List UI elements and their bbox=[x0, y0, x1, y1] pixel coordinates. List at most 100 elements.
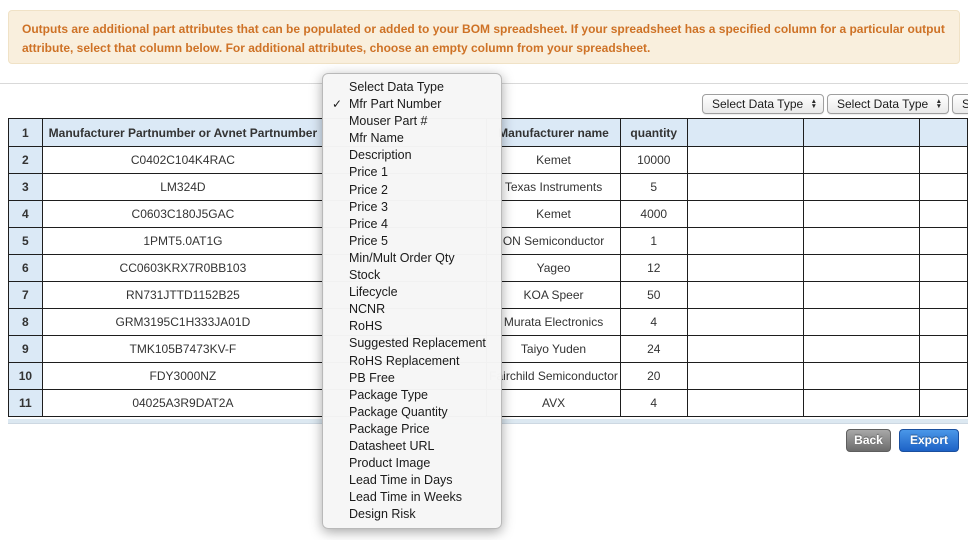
part-number-cell: C0402C104K4RAC bbox=[41, 146, 325, 174]
qty-cell: 4000 bbox=[619, 200, 688, 228]
qty-cell: 10000 bbox=[619, 146, 688, 174]
menu-item-selected[interactable]: ✓ Mfr Part Number bbox=[323, 96, 501, 113]
menu-item[interactable]: Suggested Replacement bbox=[349, 336, 486, 351]
empty-cell bbox=[918, 362, 968, 390]
mfr-name-cell: KOA Speer bbox=[486, 281, 621, 309]
qty-cell: 5 bbox=[619, 173, 688, 201]
menu-item[interactable]: Stock bbox=[349, 268, 381, 283]
mfr-name-cell: Murata Electronics bbox=[486, 308, 621, 336]
empty-cell bbox=[802, 146, 920, 174]
menu-item[interactable]: PB Free bbox=[349, 370, 395, 385]
qty-cell: 50 bbox=[619, 281, 688, 309]
row-number-cell: 1 bbox=[8, 118, 43, 147]
menu-item[interactable]: Design Risk bbox=[349, 507, 416, 522]
empty-cell bbox=[918, 227, 968, 255]
empty-cell bbox=[918, 173, 968, 201]
menu-item[interactable]: RoHS bbox=[349, 319, 383, 334]
menu-item[interactable]: Price 4 bbox=[349, 216, 388, 231]
menu-item[interactable]: Price 3 bbox=[349, 199, 388, 214]
part-column-header: Manufacturer Partnumber or Avnet Partnum… bbox=[41, 118, 325, 147]
empty-cell bbox=[802, 200, 920, 228]
empty-cell bbox=[802, 281, 920, 309]
row-number-cell: 2 bbox=[8, 146, 43, 174]
menu-item[interactable]: Mouser Part # bbox=[349, 114, 428, 129]
menu-item[interactable]: RoHS Replacement bbox=[349, 353, 460, 368]
part-number-cell: LM324D bbox=[41, 173, 325, 201]
part-number-cell: C0603C180J5GAC bbox=[41, 200, 325, 228]
empty-cell bbox=[918, 254, 968, 282]
qty-cell: 24 bbox=[619, 335, 688, 363]
menu-item[interactable]: Min/Mult Order Qty bbox=[349, 250, 455, 265]
menu-item[interactable]: Datasheet URL bbox=[349, 438, 435, 453]
empty-cell bbox=[686, 281, 804, 309]
mfr-name-cell: AVX bbox=[486, 389, 621, 417]
output-column-select-3[interactable]: Se ▲▼ bbox=[952, 94, 968, 114]
menu-item[interactable]: Product Image bbox=[349, 456, 431, 471]
empty-cell bbox=[802, 227, 920, 255]
empty-cell bbox=[686, 200, 804, 228]
export-button[interactable]: Export bbox=[899, 429, 959, 452]
qty-cell: 12 bbox=[619, 254, 688, 282]
part-number-cell: TMK105B7473KV-F bbox=[41, 335, 325, 363]
menu-item[interactable]: Price 2 bbox=[349, 182, 388, 197]
table-row: 8 GRM3195C1H333JA01D Murata Electronics … bbox=[8, 308, 968, 336]
info-banner: Outputs are additional part attributes t… bbox=[8, 10, 960, 64]
row-number-cell: 6 bbox=[8, 254, 43, 282]
empty-cell bbox=[918, 281, 968, 309]
mfr-name-cell: ON Semiconductor bbox=[486, 227, 621, 255]
empty-cell bbox=[686, 308, 804, 336]
empty-cell bbox=[802, 308, 920, 336]
menu-item[interactable]: Mfr Name bbox=[349, 131, 404, 146]
menu-item[interactable]: NCNR bbox=[349, 302, 386, 317]
menu-item[interactable]: Package Type bbox=[349, 387, 428, 402]
part-number-cell: 1PMT5.0AT1G bbox=[41, 227, 325, 255]
part-number-cell: CC0603KRX7R0BB103 bbox=[41, 254, 325, 282]
checkmark-icon: ✓ bbox=[332, 97, 343, 112]
back-button[interactable]: Back bbox=[846, 429, 891, 452]
empty-cell bbox=[802, 362, 920, 390]
empty-cell bbox=[686, 362, 804, 390]
empty-cell bbox=[918, 335, 968, 363]
row-number-cell: 3 bbox=[8, 173, 43, 201]
menu-item[interactable]: Package Price bbox=[349, 421, 430, 436]
menu-item[interactable]: Lifecycle bbox=[349, 285, 398, 300]
part-number-cell: RN731JTTD1152B25 bbox=[41, 281, 325, 309]
menu-item[interactable]: Package Quantity bbox=[349, 404, 448, 419]
qty-cell: 1 bbox=[619, 227, 688, 255]
menu-item[interactable]: Lead Time in Weeks bbox=[349, 490, 463, 505]
table-row: 11 04025A3R9DAT2A AVX 4 bbox=[8, 389, 968, 417]
qty-cell: 4 bbox=[619, 308, 688, 336]
select-value: Select Data Type bbox=[837, 97, 929, 111]
mfr-name-cell: Texas Instruments bbox=[486, 173, 621, 201]
row-number-cell: 11 bbox=[8, 389, 43, 417]
select-value: Select Data Type bbox=[712, 97, 804, 111]
mfr-name-cell: Yageo bbox=[486, 254, 621, 282]
output-column-select-1[interactable]: Select Data Type ▲ ▼ bbox=[702, 94, 824, 114]
empty-cell bbox=[918, 389, 968, 417]
qty-cell: 4 bbox=[619, 389, 688, 417]
qty-cell: 20 bbox=[619, 362, 688, 390]
menu-item[interactable]: Select Data Type bbox=[349, 80, 444, 94]
row-number-cell: 9 bbox=[8, 335, 43, 363]
part-number-cell: GRM3195C1H333JA01D bbox=[41, 308, 325, 336]
menu-item[interactable]: Price 5 bbox=[349, 233, 388, 248]
empty-cell bbox=[918, 200, 968, 228]
empty-column-header bbox=[686, 118, 804, 147]
menu-item[interactable]: Description bbox=[349, 148, 412, 163]
empty-cell bbox=[686, 389, 804, 417]
menu-item[interactable]: Lead Time in Days bbox=[349, 473, 453, 488]
select-value: Se bbox=[962, 97, 968, 111]
empty-column-header bbox=[802, 118, 920, 147]
empty-cell bbox=[802, 254, 920, 282]
mfr-column-header: Manufacturer name bbox=[486, 118, 621, 147]
row-number-cell: 4 bbox=[8, 200, 43, 228]
row-number-cell: 5 bbox=[8, 227, 43, 255]
empty-cell bbox=[918, 308, 968, 336]
menu-item[interactable]: Price 1 bbox=[349, 165, 388, 180]
output-column-select-2[interactable]: Select Data Type ▲ ▼ bbox=[827, 94, 949, 114]
empty-cell bbox=[918, 146, 968, 174]
mfr-name-cell: Taiyo Yuden bbox=[486, 335, 621, 363]
row-number-cell: 10 bbox=[8, 362, 43, 390]
select-stepper-icon: ▲ ▼ bbox=[810, 98, 817, 110]
